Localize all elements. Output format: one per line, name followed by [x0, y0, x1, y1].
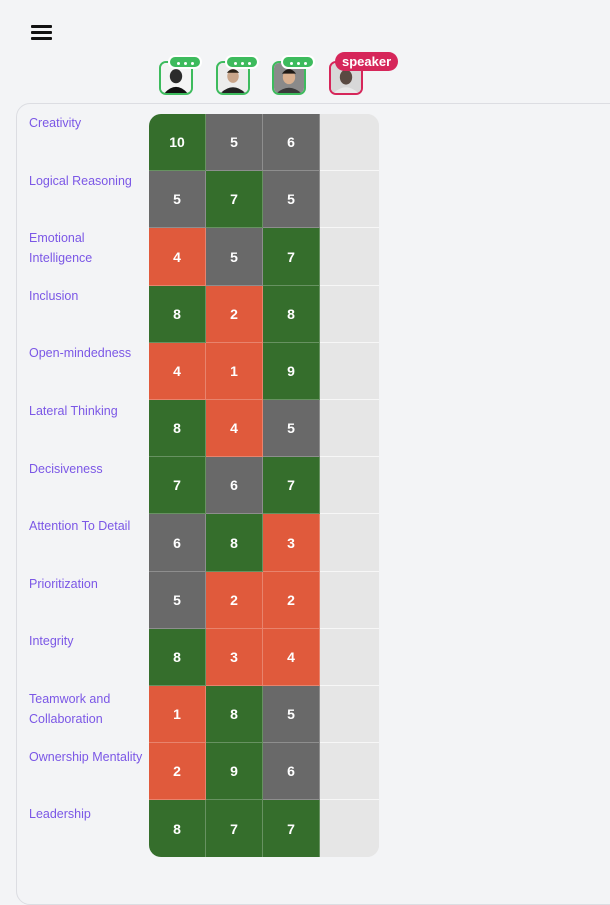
score-cell: 8 [206, 686, 263, 743]
trait-label: Attention To Detail [29, 519, 131, 533]
empty-score-cell [320, 343, 379, 400]
trait-label: Leadership [29, 807, 91, 821]
score-cell: 5 [263, 400, 320, 457]
score-cell: 4 [263, 629, 320, 686]
empty-score-cell [320, 171, 379, 228]
typing-indicator-2 [225, 55, 259, 69]
trait-label: Teamwork and Collaboration [29, 692, 111, 726]
score-cell: 2 [149, 743, 206, 800]
typing-indicator-3 [281, 55, 315, 69]
score-cell: 4 [149, 343, 206, 400]
score-cell: 6 [206, 457, 263, 514]
score-cell: 7 [206, 171, 263, 228]
score-cell: 8 [206, 514, 263, 572]
empty-score-cell [320, 743, 379, 800]
empty-score-cell [320, 228, 379, 286]
score-cell: 2 [206, 286, 263, 343]
trait-label: Ownership Mentality [29, 750, 143, 764]
score-cell: 7 [206, 800, 263, 857]
score-cell: 6 [149, 514, 206, 572]
trait-label: Inclusion [29, 289, 79, 303]
score-cell: 8 [149, 400, 206, 457]
score-cell: 5 [149, 572, 206, 629]
speaker-badge: speaker [335, 52, 399, 71]
score-cell: 7 [263, 228, 320, 286]
score-cell: 4 [149, 228, 206, 286]
score-cell: 8 [149, 286, 206, 343]
trait-label: Emotional Intelligence [29, 231, 93, 265]
empty-score-cell [320, 686, 379, 743]
trait-label: Logical Reasoning [29, 174, 132, 188]
score-cell: 5 [206, 228, 263, 286]
trait-label: Lateral Thinking [29, 404, 118, 418]
score-cell: 6 [263, 114, 320, 171]
score-cell: 7 [149, 457, 206, 514]
empty-score-cell [320, 514, 379, 572]
score-cell: 5 [149, 171, 206, 228]
empty-score-cell [320, 572, 379, 629]
trait-label: Prioritization [29, 577, 98, 591]
score-cell: 1 [149, 686, 206, 743]
score-cell: 2 [263, 572, 320, 629]
score-cell: 8 [149, 800, 206, 857]
trait-label: Integrity [29, 634, 74, 648]
score-cell: 5 [263, 171, 320, 228]
score-cell: 10 [149, 114, 206, 171]
score-cell: 9 [206, 743, 263, 800]
empty-score-cell [320, 800, 379, 857]
score-cell: 3 [263, 514, 320, 572]
score-cell: 5 [206, 114, 263, 171]
score-cell: 1 [206, 343, 263, 400]
empty-score-cell [320, 457, 379, 514]
score-cell: 4 [206, 400, 263, 457]
score-cell: 8 [263, 286, 320, 343]
trait-label: Decisiveness [29, 462, 103, 476]
score-cell: 9 [263, 343, 320, 400]
score-cell: 6 [263, 743, 320, 800]
empty-score-cell [320, 286, 379, 343]
trait-label: Creativity [29, 116, 82, 130]
hamburger-menu-icon[interactable] [31, 25, 52, 41]
typing-indicator-1 [168, 55, 202, 69]
score-cell: 8 [149, 629, 206, 686]
score-cell: 7 [263, 800, 320, 857]
score-cell: 7 [263, 457, 320, 514]
score-cell: 5 [263, 686, 320, 743]
score-grid: 10 5 6 5 7 5 4 5 7 8 2 8 4 1 9 8 4 5 7 6 7 6 8 3 5 2 2 8 3 4 1 8 5 2 9 6 8 7 7 [149, 114, 379, 857]
empty-score-cell [320, 114, 379, 171]
trait-label: Open-mindedness [29, 346, 132, 360]
score-cell: 2 [206, 572, 263, 629]
empty-score-cell [320, 400, 379, 457]
empty-score-cell [320, 629, 379, 686]
score-cell: 3 [206, 629, 263, 686]
